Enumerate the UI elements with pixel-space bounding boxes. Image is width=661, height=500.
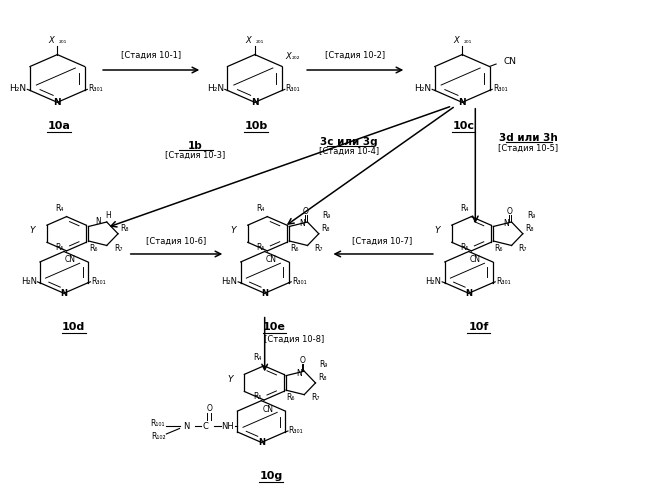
Text: CN: CN <box>262 404 274 413</box>
Text: R₃₀₁: R₃₀₁ <box>289 426 303 435</box>
Text: Y: Y <box>434 226 440 235</box>
Text: [Стадия 10-4]: [Стадия 10-4] <box>319 147 379 156</box>
Text: R₄: R₄ <box>256 204 264 212</box>
Text: R₈: R₈ <box>120 224 129 234</box>
Text: R₁₀₂: R₁₀₂ <box>152 432 167 442</box>
Text: O: O <box>206 404 212 412</box>
Text: N: N <box>261 289 268 298</box>
Text: N: N <box>458 98 466 107</box>
Text: R₆: R₆ <box>290 244 299 253</box>
Text: X: X <box>48 36 54 45</box>
Text: ₂₀₁: ₂₀₁ <box>59 38 67 44</box>
Text: H₂N: H₂N <box>9 84 26 94</box>
Text: O: O <box>299 356 305 365</box>
Text: CN: CN <box>504 57 517 66</box>
Text: R₆: R₆ <box>494 244 502 253</box>
Text: R₃₀₁: R₃₀₁ <box>493 84 508 94</box>
Text: H₂N: H₂N <box>426 277 442 286</box>
Text: 3d или 3h: 3d или 3h <box>498 133 557 143</box>
Text: R₉: R₉ <box>323 210 331 220</box>
Text: N: N <box>258 438 265 447</box>
Text: N: N <box>54 98 61 107</box>
Text: H: H <box>105 210 111 220</box>
Text: ₂₀₂: ₂₀₂ <box>292 54 301 60</box>
Text: Y: Y <box>231 226 236 235</box>
Text: R₇: R₇ <box>519 244 527 253</box>
Text: R₃₀₁: R₃₀₁ <box>496 277 510 286</box>
Text: Y: Y <box>30 226 35 235</box>
Text: R₅: R₅ <box>253 392 262 401</box>
Text: CN: CN <box>65 256 76 264</box>
Text: 10f: 10f <box>469 322 488 332</box>
Text: N: N <box>96 217 101 226</box>
Text: R₈: R₈ <box>525 224 533 234</box>
Text: [Стадия 10-6]: [Стадия 10-6] <box>145 237 206 246</box>
Text: R₇: R₇ <box>315 244 323 253</box>
Text: Y: Y <box>227 375 233 384</box>
Text: N: N <box>296 368 302 378</box>
Text: H₂N: H₂N <box>207 84 224 94</box>
Text: R₅: R₅ <box>256 243 265 252</box>
Text: NH: NH <box>221 422 234 430</box>
Text: 3c или 3g: 3c или 3g <box>320 136 377 146</box>
Text: R₄: R₄ <box>56 204 64 212</box>
Text: R₇: R₇ <box>311 393 320 402</box>
Text: [Стадия 10-5]: [Стадия 10-5] <box>498 144 558 152</box>
Text: N: N <box>465 289 472 298</box>
Text: R₃₀₁: R₃₀₁ <box>91 277 106 286</box>
Text: N: N <box>299 220 305 228</box>
Text: 10b: 10b <box>245 120 268 130</box>
Text: CN: CN <box>266 256 277 264</box>
Text: R₉: R₉ <box>527 210 535 220</box>
Text: [Стадия 10-2]: [Стадия 10-2] <box>325 50 385 59</box>
Text: R₄: R₄ <box>253 352 261 362</box>
Text: R₃₀₁: R₃₀₁ <box>286 84 300 94</box>
Text: X: X <box>453 36 459 45</box>
Text: R₆: R₆ <box>287 393 295 402</box>
Text: [Стадия 10-3]: [Стадия 10-3] <box>165 151 225 160</box>
Text: X: X <box>246 36 252 45</box>
Text: [Стадия 10-8]: [Стадия 10-8] <box>264 335 325 344</box>
Text: R₃₀₁: R₃₀₁ <box>292 277 307 286</box>
Text: H₂N: H₂N <box>221 277 237 286</box>
Text: C: C <box>203 422 209 430</box>
Text: N: N <box>60 289 67 298</box>
Text: R₆: R₆ <box>89 244 98 253</box>
Text: CN: CN <box>470 256 481 264</box>
Text: R₇: R₇ <box>114 244 122 253</box>
Text: [Стадия 10-7]: [Стадия 10-7] <box>352 237 412 246</box>
Text: O: O <box>303 207 309 216</box>
Text: 10d: 10d <box>62 322 85 332</box>
Text: R₄: R₄ <box>460 204 469 212</box>
Text: [Стадия 10-1]: [Стадия 10-1] <box>122 50 182 59</box>
Text: R₃₀₁: R₃₀₁ <box>88 84 102 94</box>
Text: R₈: R₈ <box>321 224 330 234</box>
Text: H₂N: H₂N <box>414 84 432 94</box>
Text: 10c: 10c <box>453 120 475 130</box>
Text: R₅: R₅ <box>56 243 64 252</box>
Text: ₂₀₁: ₂₀₁ <box>256 38 264 44</box>
Text: N: N <box>504 220 510 228</box>
Text: 10a: 10a <box>47 120 70 130</box>
Text: O: O <box>507 207 513 216</box>
Text: H₂N: H₂N <box>20 277 37 286</box>
Text: R₅: R₅ <box>460 243 469 252</box>
Text: X: X <box>286 52 292 61</box>
Text: N: N <box>183 422 189 430</box>
Text: 1b: 1b <box>188 140 203 150</box>
Text: R₈: R₈ <box>318 374 327 382</box>
Text: 10e: 10e <box>263 322 286 332</box>
Text: R₁₀₁: R₁₀₁ <box>151 418 165 428</box>
Text: R₉: R₉ <box>319 360 328 369</box>
Text: 10g: 10g <box>260 471 283 481</box>
Text: N: N <box>251 98 258 107</box>
Text: ₂₀₁: ₂₀₁ <box>463 38 472 44</box>
